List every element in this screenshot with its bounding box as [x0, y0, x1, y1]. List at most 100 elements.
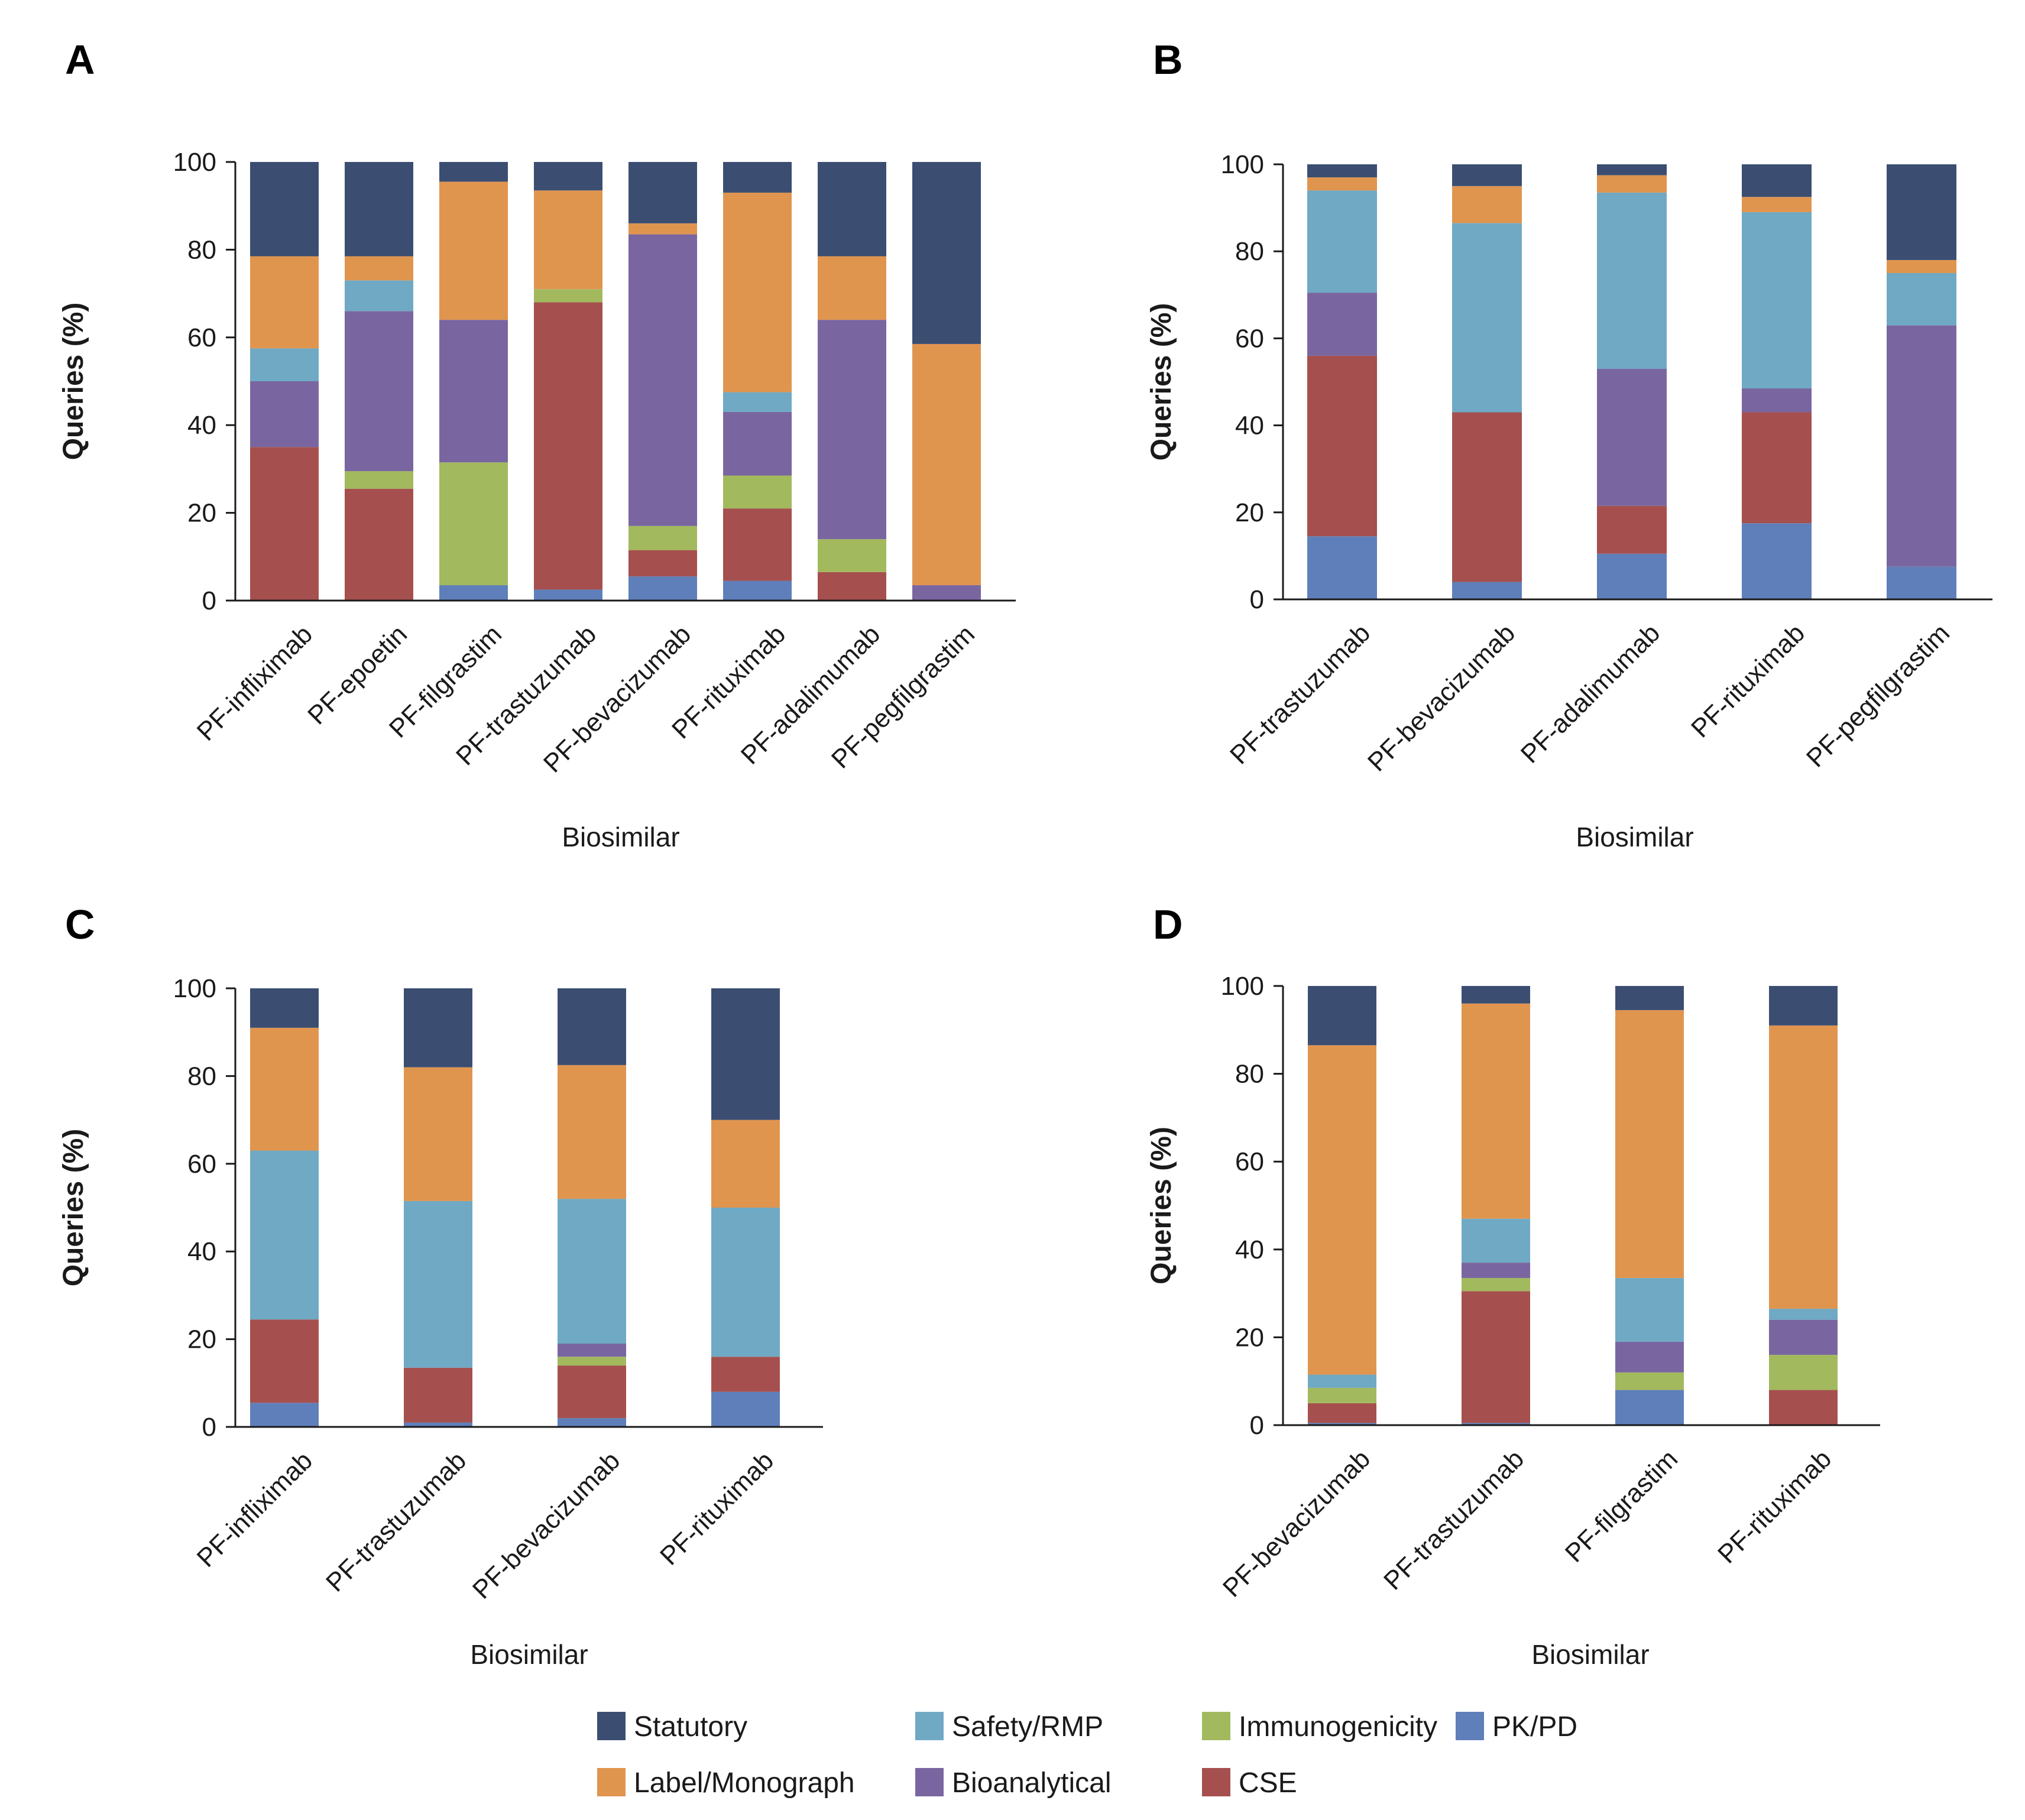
bar-segment-pf-trastuzumab-label-monograph [1307, 177, 1377, 191]
bar-segment-pf-adalimumab-cse [1597, 505, 1667, 554]
bar-segment-pf-filgrastim-immunogenicity [1615, 1372, 1684, 1390]
bar-segment-pf-bevacizumab-immunogenicity [558, 1357, 626, 1366]
chart-panel-d: D PF-bevacizumab PF-trastuzumab PF-filgrast… [1146, 901, 1880, 1670]
bar-segment-pf-rituximab-immunogenicity [723, 475, 792, 509]
x-tick-label: PF-infliximab [192, 1446, 318, 1572]
legend-swatch [597, 1712, 626, 1740]
legend-swatch [1202, 1768, 1230, 1796]
bar-segment-pf-pegfilgrastim-bioanalytical [912, 585, 981, 601]
bar-segment-pf-bevacizumab-label-monograph [1452, 186, 1522, 223]
x-tick-label: PF-bevacizumab [1362, 618, 1521, 777]
bar-segment-pf-infliximab-statutory [250, 988, 319, 1028]
bar-segment-pf-rituximab-cse [1769, 1390, 1838, 1425]
bar-segment-pf-bevacizumab-pk-pd [628, 576, 697, 601]
y-tick-label: 0 [1250, 1411, 1264, 1440]
bar-segment-pf-trastuzumab-pk-pd [1307, 536, 1377, 599]
y-tick-label: 20 [1235, 498, 1264, 527]
legend-swatch [1202, 1712, 1230, 1740]
x-tick-label: PF-infliximab [192, 619, 318, 746]
bar-segment-pf-bevacizumab-cse [558, 1365, 626, 1419]
bar-segment-pf-rituximab-bioanalytical [723, 411, 792, 476]
bar-segment-pf-trastuzumab-immunogenicity [1462, 1278, 1530, 1292]
y-tick-label: 80 [187, 235, 216, 264]
bar-segment-pf-rituximab-pk-pd [1742, 523, 1812, 599]
chart-panel-b: B PF-trastuzumabPF-bevacizumabPF-adalimum… [1146, 37, 1992, 852]
bar-segment-pf-trastuzumab-cse [1462, 1291, 1530, 1423]
bar-segment-pf-adalimumab-bioanalytical [1597, 368, 1667, 506]
y-tick-label: 40 [1235, 411, 1264, 440]
y-tick-label: 60 [187, 1150, 216, 1179]
bar-segment-pf-adalimumab-statutory [818, 162, 886, 257]
bar-segment-pf-epoetin-immunogenicity [345, 471, 413, 489]
x-axis-title: Biosimilar [1531, 1639, 1649, 1670]
bar-segment-pf-bevacizumab-bioanalytical [558, 1344, 626, 1357]
bar-segment-pf-trastuzumab-statutory [1462, 986, 1530, 1004]
bar-segment-pf-infliximab-pk-pd [250, 1403, 319, 1427]
y-tick-label: 60 [187, 323, 216, 352]
x-tick-label: PF-trastuzumab [1224, 618, 1376, 770]
y-tick-label: 20 [187, 499, 216, 528]
bar-segment-pf-trastuzumab-cse [534, 302, 602, 590]
bar-segment-pf-adalimumab-cse [818, 572, 886, 601]
y-tick-label: 0 [202, 1413, 216, 1442]
legend-swatch [915, 1712, 944, 1740]
bar-segment-pf-adalimumab-label-monograph [1597, 175, 1667, 193]
bar-segment-pf-bevacizumab-statutory [1308, 986, 1376, 1046]
charts-layer: APF-infliximabPF-epoetinPF-filgrastimPF-… [58, 37, 1992, 1670]
bar-segment-pf-infliximab-safety-rmp [250, 348, 319, 381]
bar-segment-pf-trastuzumab-safety-rmp [404, 1201, 472, 1368]
bar-segment-pf-adalimumab-bioanalytical [818, 320, 886, 540]
bar-segment-pf-rituximab-label-monograph [1742, 197, 1812, 212]
x-axis-title: Biosimilar [1576, 822, 1693, 852]
legend-swatch [915, 1768, 944, 1796]
legend-label: CSE [1239, 1767, 1297, 1799]
legend-label: PK/PD [1492, 1711, 1577, 1743]
bar-segment-pf-bevacizumab-pk-pd [558, 1418, 626, 1427]
legend-label: Immunogenicity [1239, 1711, 1437, 1743]
y-tick-label: 80 [187, 1062, 216, 1091]
bar-segment-pf-adalimumab-safety-rmp [1597, 192, 1667, 369]
bar-segment-pf-infliximab-cse [250, 1319, 319, 1403]
x-tick-label: PF-rituximab [1712, 1444, 1837, 1569]
bar-segment-pf-rituximab-bioanalytical [1769, 1319, 1838, 1355]
y-tick-label: 40 [1235, 1235, 1264, 1264]
y-tick-label: 0 [202, 586, 216, 615]
bar-segment-pf-rituximab-statutory [711, 988, 780, 1120]
bar-segment-pf-filgrastim-statutory [1615, 986, 1684, 1010]
bar-segment-pf-rituximab-pk-pd [711, 1391, 780, 1427]
bar-segment-pf-trastuzumab-pk-pd [1462, 1423, 1530, 1425]
x-tick-label: PF-rituximab [655, 1446, 779, 1571]
legend-item-label-monograph: Label/Monograph [597, 1767, 855, 1799]
bar-segment-pf-filgrastim-bioanalytical [1615, 1341, 1684, 1373]
bar-segment-pf-filgrastim-bioanalytical [439, 320, 508, 463]
bar-segment-pf-filgrastim-label-monograph [439, 181, 508, 320]
x-tick-label: PF-trastuzumab [320, 1446, 472, 1597]
bar-segment-pf-bevacizumab-pk-pd [1452, 582, 1522, 599]
legend: Statutory Safety/RMP Immunogenicity PK/PD La… [597, 1711, 1577, 1799]
chart-panel-c: C PF-infliximab PF-trastuzumabPF-bevacizum… [58, 901, 823, 1670]
bar-segment-pf-bevacizumab-statutory [1452, 164, 1522, 186]
bar-segment-pf-infliximab-label-monograph [250, 1027, 319, 1151]
bar-segment-pf-rituximab-statutory [1742, 164, 1812, 197]
bar-segment-pf-bevacizumab-immunogenicity [628, 525, 697, 550]
bar-segment-pf-infliximab-statutory [250, 162, 319, 257]
bar-segment-pf-bevacizumab-cse [628, 550, 697, 577]
bar-segment-pf-bevacizumab-cse [1308, 1403, 1376, 1423]
bar-segment-pf-bevacizumab-statutory [558, 988, 626, 1065]
bar-segment-pf-bevacizumab-bioanalytical [628, 234, 697, 526]
bar-segment-pf-trastuzumab-bioanalytical [1307, 293, 1377, 356]
y-axis-title: Queries (%) [1146, 1127, 1177, 1284]
legend-item-pk-pd: PK/PD [1456, 1711, 1577, 1743]
bar-segment-pf-epoetin-safety-rmp [345, 280, 413, 312]
bar-segment-pf-adalimumab-statutory [1597, 164, 1667, 176]
bar-segment-pf-rituximab-statutory [723, 162, 792, 193]
bar-segment-pf-filgrastim-pk-pd [1615, 1390, 1684, 1425]
legend-item-immunogenicity: Immunogenicity [1202, 1711, 1437, 1743]
legend-swatch [597, 1768, 626, 1796]
bar-segment-pf-rituximab-safety-rmp [1769, 1309, 1838, 1320]
bar-segment-pf-trastuzumab-bioanalytical [1462, 1263, 1530, 1279]
y-tick-label: 100 [1221, 972, 1264, 1001]
y-axis-title: Queries (%) [1146, 303, 1177, 461]
x-tick-label: PF-pegfilgrastim [1801, 618, 1955, 773]
y-tick-label: 20 [187, 1325, 216, 1354]
